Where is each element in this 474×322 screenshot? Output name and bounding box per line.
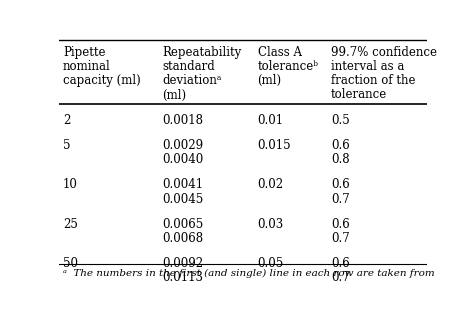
Text: 0.015: 0.015 [258,139,291,152]
Text: (ml): (ml) [258,74,282,87]
Text: 0.05: 0.05 [258,257,284,270]
Text: fraction of the: fraction of the [331,74,416,87]
Text: deviationᵃ: deviationᵃ [162,74,221,87]
Text: 0.6: 0.6 [331,178,350,192]
Text: 0.6: 0.6 [331,139,350,152]
Text: (ml): (ml) [162,89,186,101]
Text: Class A: Class A [258,46,301,59]
Text: 0.03: 0.03 [258,218,284,231]
Text: interval as a: interval as a [331,60,404,73]
Text: 0.5: 0.5 [331,114,350,127]
Text: 99.7% confidence: 99.7% confidence [331,46,437,59]
Text: 0.0029: 0.0029 [162,139,203,152]
Text: 0.02: 0.02 [258,178,284,192]
Text: 0.7: 0.7 [331,193,350,206]
Text: 0.0040: 0.0040 [162,153,203,166]
Text: capacity (ml): capacity (ml) [63,74,141,87]
Text: 50: 50 [63,257,78,270]
Text: 0.6: 0.6 [331,257,350,270]
Text: 0.0041: 0.0041 [162,178,203,192]
Text: Pipette: Pipette [63,46,105,59]
Text: 0.7: 0.7 [331,271,350,284]
Text: 0.0092: 0.0092 [162,257,203,270]
Text: 10: 10 [63,178,78,192]
Text: standard: standard [162,60,215,73]
Text: 0.0065: 0.0065 [162,218,203,231]
Text: 0.0045: 0.0045 [162,193,203,206]
Text: 0.8: 0.8 [331,153,350,166]
Text: toleranceᵇ: toleranceᵇ [258,60,319,73]
Text: 0.6: 0.6 [331,218,350,231]
Text: ᵃ  The numbers in the first (and single) line in each row are taken from: ᵃ The numbers in the first (and single) … [63,269,435,278]
Text: tolerance: tolerance [331,89,387,101]
Text: 25: 25 [63,218,78,231]
Text: 0.0018: 0.0018 [162,114,203,127]
Text: 0.7: 0.7 [331,232,350,245]
Text: 5: 5 [63,139,71,152]
Text: 0.0113: 0.0113 [162,271,203,284]
Text: nominal: nominal [63,60,110,73]
Text: 0.0068: 0.0068 [162,232,203,245]
Text: 2: 2 [63,114,70,127]
Text: Repeatability: Repeatability [162,46,241,59]
Text: 0.01: 0.01 [258,114,284,127]
